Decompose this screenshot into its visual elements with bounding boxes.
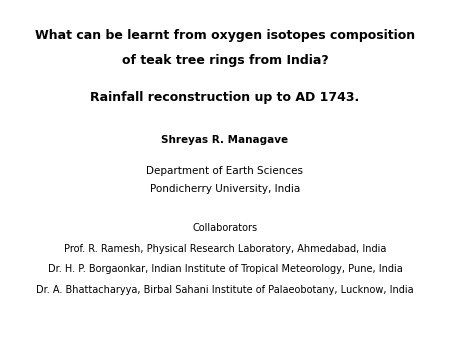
Text: of teak tree rings from India?: of teak tree rings from India? — [122, 54, 328, 67]
Text: Rainfall reconstruction up to AD 1743.: Rainfall reconstruction up to AD 1743. — [90, 91, 360, 104]
Text: Dr. H. P. Borgaonkar, Indian Institute of Tropical Meteorology, Pune, India: Dr. H. P. Borgaonkar, Indian Institute o… — [48, 264, 402, 274]
Text: Dr. A. Bhattacharyya, Birbal Sahani Institute of Palaeobotany, Lucknow, India: Dr. A. Bhattacharyya, Birbal Sahani Inst… — [36, 285, 414, 295]
Text: Prof. R. Ramesh, Physical Research Laboratory, Ahmedabad, India: Prof. R. Ramesh, Physical Research Labor… — [64, 244, 386, 254]
Text: Department of Earth Sciences: Department of Earth Sciences — [147, 166, 303, 176]
Text: What can be learnt from oxygen isotopes composition: What can be learnt from oxygen isotopes … — [35, 29, 415, 42]
Text: Collaborators: Collaborators — [193, 223, 257, 233]
Text: Pondicherry University, India: Pondicherry University, India — [150, 184, 300, 194]
Text: Shreyas R. Managave: Shreyas R. Managave — [162, 135, 288, 145]
